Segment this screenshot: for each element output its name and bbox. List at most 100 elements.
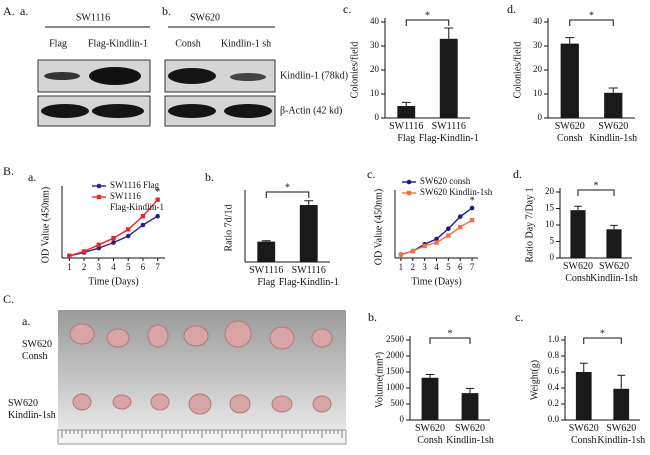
tumor xyxy=(147,324,169,348)
significance-bracket xyxy=(265,191,310,198)
bar xyxy=(439,38,458,118)
marker xyxy=(410,248,415,254)
row-label: SW620 Consh xyxy=(22,339,52,362)
y-tick-label: 0 xyxy=(375,112,380,122)
tumor xyxy=(311,328,333,348)
marker xyxy=(81,249,87,254)
band xyxy=(41,104,89,118)
x-tick-label: 7 xyxy=(155,262,160,272)
tumor xyxy=(106,328,130,348)
error-bar xyxy=(444,27,454,39)
annotation: * xyxy=(425,10,430,21)
x-tick-label: SW620 Consh xyxy=(415,423,445,446)
annotation: * xyxy=(155,187,160,198)
x-tick-label: SW620 Consh xyxy=(569,423,599,446)
marker xyxy=(398,252,404,257)
marker xyxy=(469,217,475,223)
y-axis-label: Colonies/field xyxy=(512,42,523,99)
marker xyxy=(434,236,439,242)
annotation: * xyxy=(600,328,605,339)
marker xyxy=(126,227,131,232)
y-tick-label: 10 xyxy=(370,88,380,98)
marker xyxy=(434,240,439,245)
y-tick-label: 1.0 xyxy=(548,334,560,344)
tumor xyxy=(271,395,293,413)
marker xyxy=(446,226,451,232)
marker xyxy=(155,213,160,219)
y-tick-label: 0.0 xyxy=(548,414,560,424)
tumor xyxy=(269,326,295,350)
lane-label: Flag xyxy=(49,38,67,49)
marker xyxy=(458,224,463,230)
error-bar xyxy=(401,101,411,106)
legend-marker xyxy=(406,179,412,185)
band xyxy=(89,67,141,85)
panel-label: d. xyxy=(513,167,522,181)
blot-left: a. SW1116 Flag Flag-Kindlin-1 xyxy=(20,4,151,127)
marker xyxy=(67,253,72,258)
significance-bracket xyxy=(405,19,450,26)
marker xyxy=(155,197,160,202)
annotation: * xyxy=(448,328,453,339)
x-tick-label: SW620 Kindlin-1sh xyxy=(590,261,638,284)
error-bar xyxy=(608,87,618,93)
y-tick-label: 20 xyxy=(370,64,380,74)
band xyxy=(168,104,216,118)
band-label: Kindlin-1 (78kd) xyxy=(280,70,348,81)
blot-right: b. SW620 Consh Kindlin-1 sh Kindlin-1 (7… xyxy=(162,4,348,127)
band xyxy=(230,73,266,81)
x-tick-label: 2 xyxy=(411,262,416,272)
tumor xyxy=(224,320,252,348)
annotation: * xyxy=(285,182,290,193)
legend-marker xyxy=(96,194,102,200)
x-tick-label: 6 xyxy=(458,262,463,272)
y-tick-label: 20 xyxy=(545,186,555,196)
cell-line: SW620 xyxy=(190,12,220,23)
bar xyxy=(299,205,318,262)
y-tick-label: 10 xyxy=(533,88,543,98)
panel-label: a. xyxy=(28,170,36,184)
tumor xyxy=(229,394,251,414)
legend-label: SW1116 Flag-Kindlin-1 xyxy=(110,191,164,212)
y-axis-label: Ratio Day 7/Day 1 xyxy=(524,187,535,262)
y-tick-label: 10 xyxy=(545,219,555,229)
legend-label: SW620 Kindlin-1sh xyxy=(420,187,493,197)
panel-label: c. xyxy=(367,167,375,181)
bar xyxy=(421,377,439,420)
marker xyxy=(140,214,146,219)
marker xyxy=(422,243,427,249)
y-tick-label: 0.8 xyxy=(548,350,560,360)
band xyxy=(168,68,216,84)
tumor xyxy=(183,325,209,347)
marker xyxy=(140,222,146,228)
figure-label: A. xyxy=(3,4,15,18)
error-bar xyxy=(304,200,314,206)
bar xyxy=(604,92,623,118)
error-bar xyxy=(617,374,626,389)
x-tick-label: 5 xyxy=(126,262,131,272)
x-tick-label: SW620 Kindlin-1sh xyxy=(446,423,494,446)
x-tick-label: 4 xyxy=(111,262,116,272)
significance-bracket xyxy=(569,19,614,26)
bar xyxy=(613,388,630,420)
y-tick-label: 2500 xyxy=(386,334,405,344)
tumor xyxy=(112,394,132,410)
y-tick-label: 1000 xyxy=(386,382,405,392)
band xyxy=(44,72,80,80)
error-bar xyxy=(579,362,588,372)
x-axis-label: Time (Days) xyxy=(88,276,138,287)
bar xyxy=(257,241,276,262)
error-bar xyxy=(610,224,618,230)
x-axis-label: Time (Days) xyxy=(411,276,461,287)
cell-line: SW1116 xyxy=(76,12,110,23)
x-tick-label: 6 xyxy=(141,262,146,272)
y-tick-label: 5 xyxy=(550,236,555,246)
annotation: * xyxy=(589,10,594,21)
x-tick-label: SW620 Consh xyxy=(563,261,593,284)
y-tick-label: 0 xyxy=(550,252,555,262)
x-tick-label: 3 xyxy=(97,262,102,272)
marker xyxy=(457,214,463,219)
bar xyxy=(397,106,416,118)
y-axis-label: Ratio 7d/1d xyxy=(223,205,234,252)
legend-label: SW1116 Flag xyxy=(110,180,160,190)
